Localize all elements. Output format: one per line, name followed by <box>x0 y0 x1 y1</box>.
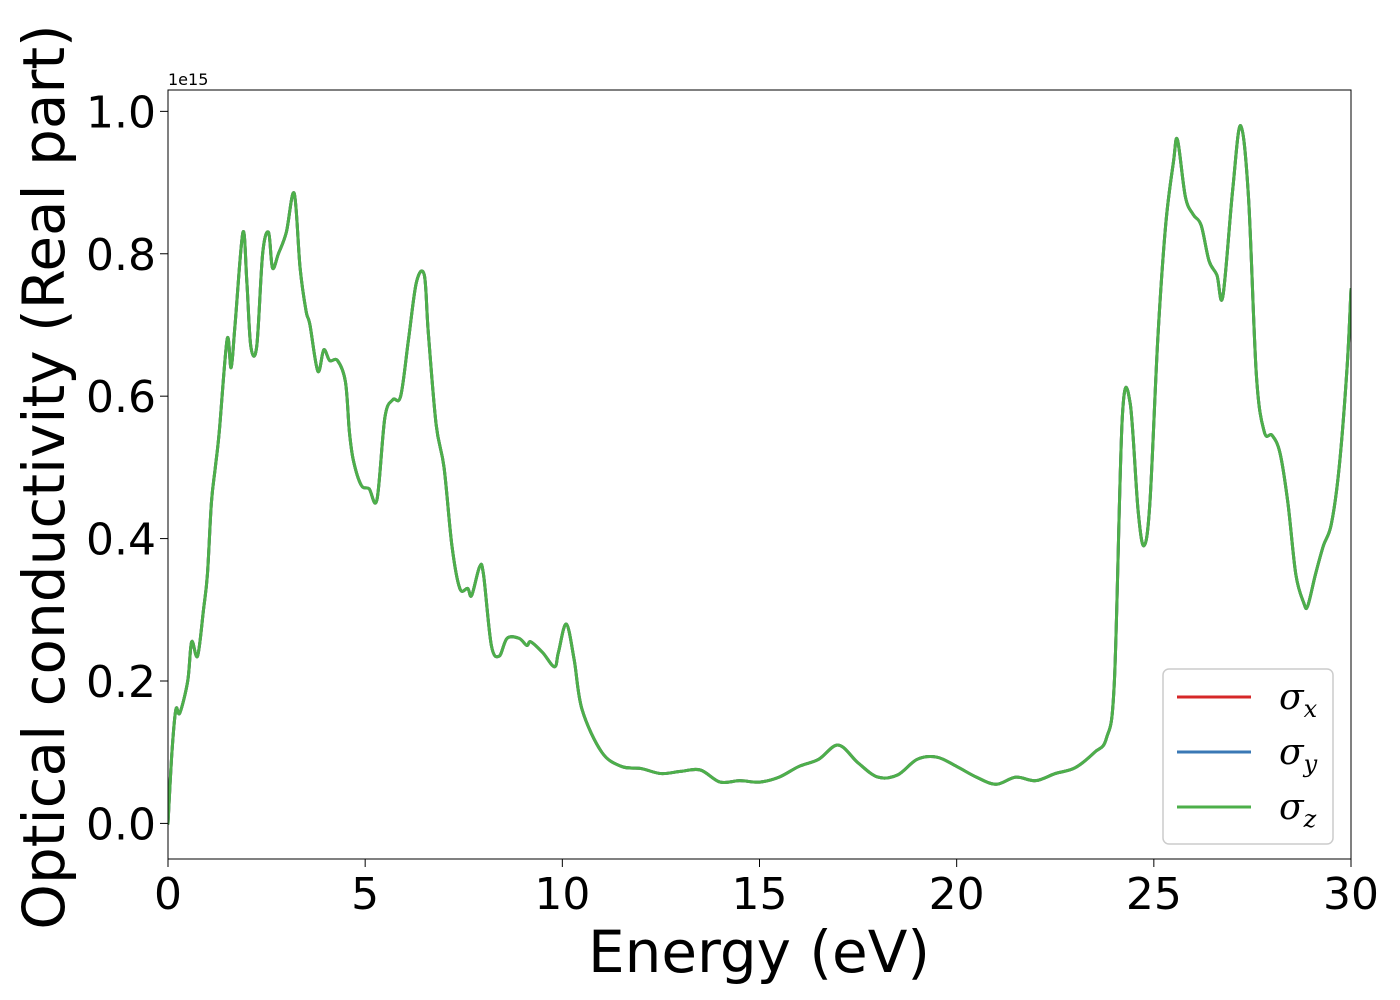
x-tick-label: 15 <box>732 869 788 920</box>
legend-label-sigma-x: σx <box>1279 677 1318 723</box>
legend-label-sigma-y: σy <box>1279 732 1318 778</box>
x-tick-label: 0 <box>154 869 182 920</box>
legend-entries: σx σy σz <box>1177 677 1318 833</box>
x-tick-label: 25 <box>1126 869 1182 920</box>
y-tick-label: 0.8 <box>86 230 156 281</box>
y-tick-label: 0.2 <box>86 657 156 708</box>
legend: σx σy σz <box>1162 668 1334 845</box>
x-axis-label: Energy (eV) <box>588 918 930 986</box>
x-tick-label: 10 <box>534 869 590 920</box>
y-axis-label: Optical conductivity (Real part) <box>10 24 78 929</box>
x-tick-label: 5 <box>351 869 379 920</box>
y-tick-label: 1.0 <box>86 87 156 138</box>
x-tick-label: 20 <box>929 869 985 920</box>
y-tick-label: 0.4 <box>86 515 156 566</box>
plot-area <box>168 90 1351 859</box>
y-axis-ticks: 0.0 0.2 0.4 0.6 0.8 1.0 <box>86 87 168 850</box>
legend-label-sigma-z: σz <box>1279 787 1317 833</box>
x-axis-ticks: 0 5 10 15 20 25 30 <box>154 859 1379 920</box>
y-offset-text: 1e15 <box>168 70 208 89</box>
legend-box <box>1162 668 1334 845</box>
series-layer <box>168 124 1351 825</box>
y-tick-label: 0.6 <box>86 372 156 423</box>
y-tick-label: 0.0 <box>86 799 156 850</box>
x-tick-label: 30 <box>1323 869 1379 920</box>
series-line-sigma-z <box>168 124 1351 825</box>
